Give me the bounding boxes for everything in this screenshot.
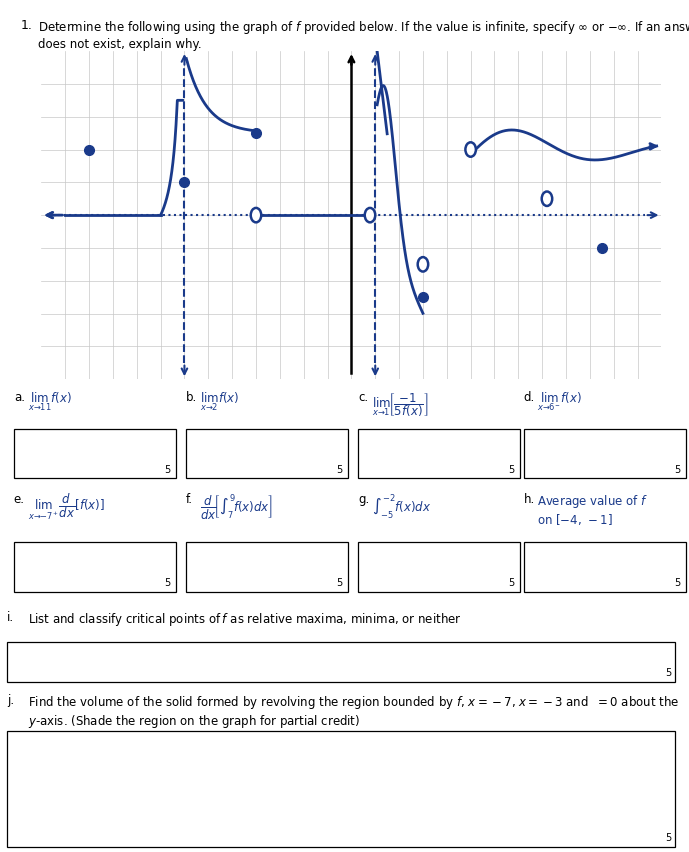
Text: i.: i. <box>7 611 14 624</box>
Text: 5: 5 <box>674 579 680 588</box>
Text: $\lim_{x\rightarrow -7^+}\dfrac{d}{dx}\left[f(x)\right]$: $\lim_{x\rightarrow -7^+}\dfrac{d}{dx}\l… <box>28 492 105 521</box>
Bar <box>186 542 348 592</box>
Text: f.: f. <box>186 492 193 505</box>
Text: 5: 5 <box>508 464 515 475</box>
Bar <box>7 731 675 847</box>
Circle shape <box>251 208 261 222</box>
Bar <box>14 429 176 479</box>
Text: 5: 5 <box>336 579 342 588</box>
Text: $\dfrac{d}{dx}\!\left[\int_7^9\! f(x)dx\right]$: $\dfrac{d}{dx}\!\left[\int_7^9\! f(x)dx\… <box>200 492 273 523</box>
Text: 1.: 1. <box>21 19 32 32</box>
Text: 5: 5 <box>666 833 672 843</box>
Bar <box>7 642 675 682</box>
Text: 5: 5 <box>666 668 672 678</box>
Text: Find the volume of the solid formed by revolving the region bounded by $f$, $x=-: Find the volume of the solid formed by r… <box>28 694 679 730</box>
Circle shape <box>542 192 552 206</box>
Bar <box>186 429 348 479</box>
Text: 5: 5 <box>336 464 342 475</box>
Bar <box>524 429 686 479</box>
Bar <box>358 542 520 592</box>
Circle shape <box>465 142 476 157</box>
Text: 5: 5 <box>674 464 680 475</box>
Bar <box>524 542 686 592</box>
Text: List and classify critical points of $f$ as relative maxima, minima, or neither: List and classify critical points of $f$… <box>28 611 461 628</box>
Text: $\lim_{x\rightarrow 1}\!\left[\dfrac{-1}{5f(x)}\right]$: $\lim_{x\rightarrow 1}\!\left[\dfrac{-1}… <box>372 391 429 418</box>
Text: j.: j. <box>7 694 14 706</box>
Circle shape <box>418 257 428 272</box>
Text: 5: 5 <box>164 579 170 588</box>
Text: h.: h. <box>524 492 535 505</box>
Text: a.: a. <box>14 391 25 404</box>
Text: $\lim_{x\rightarrow 6^-} f(x)$: $\lim_{x\rightarrow 6^-} f(x)$ <box>537 391 582 413</box>
Text: $\lim_{x\rightarrow 11} f(x)$: $\lim_{x\rightarrow 11} f(x)$ <box>28 391 71 413</box>
Text: e.: e. <box>14 492 25 505</box>
Circle shape <box>364 208 376 222</box>
Text: 5: 5 <box>508 579 515 588</box>
Text: g.: g. <box>358 492 369 505</box>
Text: Determine the following using the graph of $f$ provided below. If the value is i: Determine the following using the graph … <box>38 19 689 51</box>
Text: b.: b. <box>186 391 197 404</box>
Text: 5: 5 <box>164 464 170 475</box>
Bar <box>358 429 520 479</box>
Bar <box>14 542 176 592</box>
Text: Average value of $f$
on $[-4,\,-1]$: Average value of $f$ on $[-4,\,-1]$ <box>537 492 648 527</box>
Text: $\lim_{x\rightarrow 2} f(x)$: $\lim_{x\rightarrow 2} f(x)$ <box>200 391 239 413</box>
Text: d.: d. <box>524 391 535 404</box>
Text: $\int_{-5}^{-2} f(x)dx$: $\int_{-5}^{-2} f(x)dx$ <box>372 492 431 521</box>
Text: c.: c. <box>358 391 369 404</box>
